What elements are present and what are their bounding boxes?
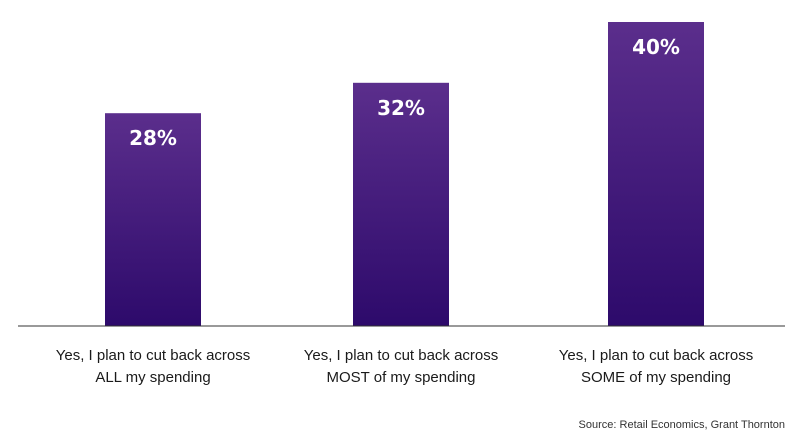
category-label-line: MOST of my spending bbox=[327, 369, 476, 386]
bar-value-label-1: 28% bbox=[129, 126, 177, 150]
category-label-line: Yes, I plan to cut back across bbox=[56, 347, 251, 364]
bar-2 bbox=[353, 82, 449, 326]
category-label-line: Yes, I plan to cut back across bbox=[304, 347, 499, 364]
category-label-1: Yes, I plan to cut back across ALL my spe… bbox=[56, 347, 251, 386]
category-label-3: Yes, I plan to cut back across SOME of my… bbox=[559, 347, 754, 386]
bar-1 bbox=[105, 113, 201, 326]
bar-value-label-3: 40% bbox=[632, 35, 680, 59]
category-label-line: ALL my spending bbox=[95, 369, 210, 386]
bar-3 bbox=[608, 22, 704, 326]
category-label-line: SOME of my spending bbox=[581, 369, 731, 386]
bar-value-label-2: 32% bbox=[377, 96, 425, 120]
category-label-line: Yes, I plan to cut back across bbox=[559, 347, 754, 364]
category-label-2: Yes, I plan to cut back across MOST of my… bbox=[304, 347, 499, 386]
source-note: Source: Retail Economics, Grant Thornton bbox=[579, 419, 785, 431]
